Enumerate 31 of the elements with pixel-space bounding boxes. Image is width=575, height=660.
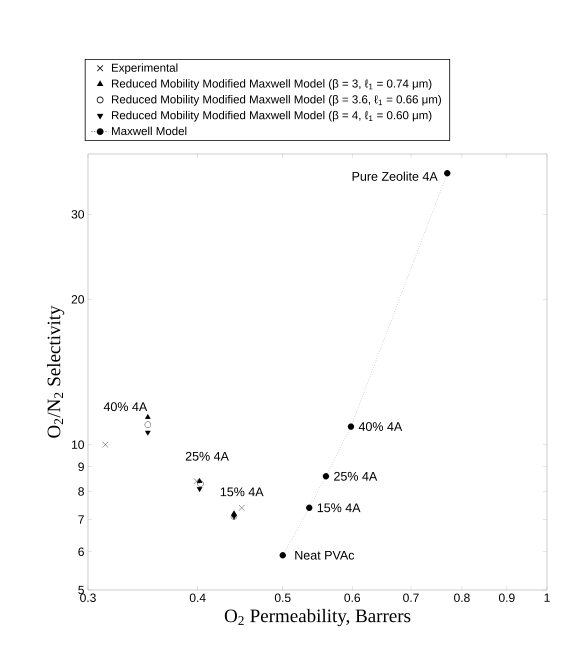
x-tick-label: 1 [544,594,550,602]
y-tick-label: 5 [78,586,84,594]
legend-label: Reduced Mobility Modified Maxwell Model (β = 4, ℓ$_{1}$ = 0.60 μm) [112,110,432,122]
annotation: Neat PVAc [295,550,354,560]
y-tick-label: 20 [72,295,84,304]
x-tick-label: 0.4 [190,594,206,602]
legend-label: Reduced Mobility Modified Maxwell Model (β = 3.6, ℓ$_{1}$ = 0.66 μm) [112,95,441,106]
legend-label: Reduced Mobility Modified Maxwell Model (β = 3, ℓ$_{1}$ = 0.74 μm) [112,79,432,90]
y-tick-label: 7 [78,515,84,524]
y-axis-title: O$_{2}$/N$_{2}$ Selectivity [46,306,64,438]
y-tick-label: 10 [72,440,84,449]
y-tick-label: 6 [78,548,84,556]
annotation: 15% 4A [220,487,264,496]
legend-label: Maxwell Model [112,126,186,136]
x-axis-title: O$_{2}$ Permeability, Barrers [224,608,410,626]
y-tick-label: 8 [78,487,84,496]
x-tick-label: 0.7 [403,594,419,602]
x-tick-label: 0.8 [454,594,470,602]
annotation: 25% 4A [186,452,229,461]
annotation: Pure Zeolite 4A [352,172,438,181]
x-tick-label: 0.6 [344,594,360,602]
annotation: 40% 4A [358,422,402,432]
x-tick-label: 0.3 [80,594,96,602]
x-tick-label: 0.9 [498,594,515,602]
y-tick-label: 30 [72,210,84,219]
legend-label: Experimental [112,63,178,74]
x-tick-label: 0.5 [274,594,291,602]
annotation: 40% 4A [104,402,148,412]
annotation: 25% 4A [334,472,378,481]
annotation: 15% 4A [318,503,361,512]
y-tick-label: 9 [78,462,84,471]
